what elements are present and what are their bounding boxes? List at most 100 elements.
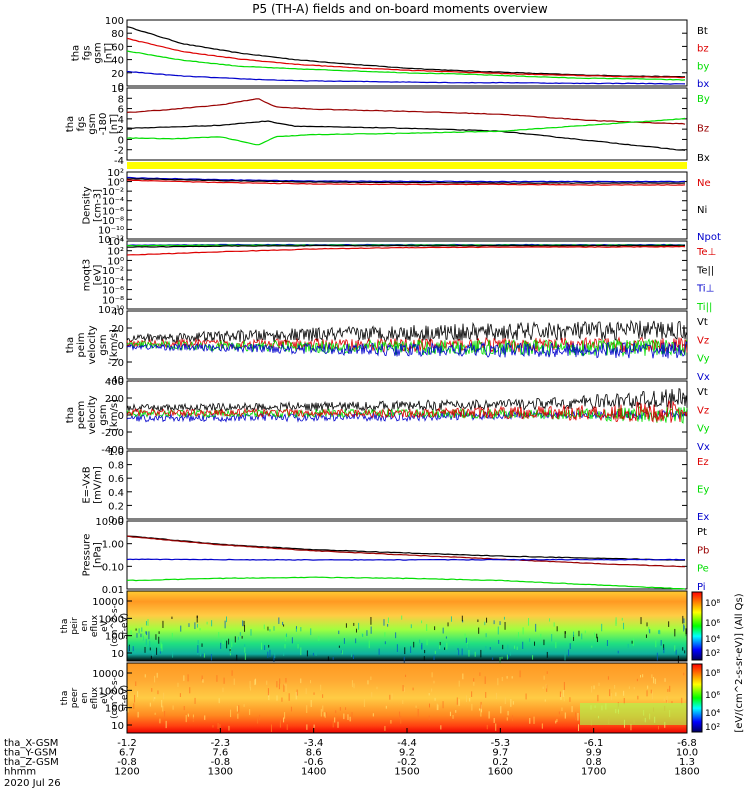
y-axis-label-s2: sr-eV) bbox=[120, 685, 130, 711]
spectrogram-texture-s1 bbox=[627, 643, 629, 648]
spectrogram-texture-s1 bbox=[682, 647, 684, 651]
spectrogram-texture-s1 bbox=[465, 637, 467, 643]
y-tick-label-p7: 0.0 bbox=[108, 515, 124, 526]
spectrogram-texture-s2 bbox=[144, 674, 146, 678]
spectrogram-texture-s2 bbox=[647, 685, 649, 689]
spectrogram-texture-s1 bbox=[426, 624, 428, 631]
spectrogram-texture-s1 bbox=[516, 646, 518, 650]
spectrogram-texture-s2 bbox=[598, 682, 600, 686]
spectrogram-texture-s2 bbox=[525, 693, 527, 700]
spectrogram-texture-s1 bbox=[534, 641, 536, 646]
spectrogram-texture-s2 bbox=[257, 716, 259, 724]
legend-entry-p7: Ex bbox=[697, 512, 709, 523]
spectrogram-texture-s2 bbox=[458, 699, 460, 706]
spectrogram-texture-s1 bbox=[250, 629, 252, 636]
spectrogram-texture-s1 bbox=[353, 622, 355, 626]
legend-entry-p1: bx bbox=[697, 79, 709, 90]
legend-entry-p4: Te|| bbox=[696, 265, 714, 276]
ephemeris-value: 1400 bbox=[301, 767, 326, 778]
spectrogram-texture-s1 bbox=[446, 642, 448, 650]
spectrogram-texture-s1 bbox=[499, 621, 501, 625]
spectrogram-texture-s1 bbox=[128, 646, 130, 653]
y-axis-label-p2: -180 bbox=[98, 113, 109, 136]
spectrogram-texture-s2 bbox=[347, 714, 349, 720]
spectrogram-texture-s1 bbox=[370, 616, 372, 625]
y-tick-label-p3: 10⁻⁸ bbox=[102, 216, 124, 227]
spectrogram-texture-s2 bbox=[597, 694, 599, 702]
spectrogram-texture-s2 bbox=[162, 705, 164, 712]
spectrogram-texture-s2 bbox=[428, 693, 430, 696]
spectrogram-texture-s1 bbox=[273, 626, 275, 631]
spectrogram-texture-s1 bbox=[387, 623, 389, 627]
spectrogram-texture-s2 bbox=[541, 723, 543, 729]
spectrogram-texture-s1 bbox=[341, 650, 343, 655]
spectrogram-texture-s1 bbox=[147, 619, 149, 626]
spectrogram-texture-s2 bbox=[577, 712, 579, 721]
spectrogram-texture-s2 bbox=[306, 705, 308, 714]
ephemeris-value: -6.8 bbox=[677, 738, 697, 749]
series-line-p2-1 bbox=[127, 120, 686, 151]
y-axis-label-p1: gsm bbox=[93, 42, 104, 63]
spectrogram-texture-s2 bbox=[306, 724, 308, 730]
spectrogram-texture-s2 bbox=[243, 704, 245, 707]
legend-entry-p8: Pi bbox=[697, 582, 706, 593]
spectrogram-texture-s2 bbox=[558, 711, 560, 715]
spectrogram-texture-s2 bbox=[479, 672, 481, 676]
spectrogram-texture-s2 bbox=[351, 712, 353, 720]
series-line-p6-1 bbox=[126, 409, 688, 423]
y-tick-label-p1: 100 bbox=[105, 16, 124, 27]
y-tick-label-p8: 0.01 bbox=[102, 585, 124, 596]
legend-entry-p5: Vx bbox=[697, 372, 710, 383]
spectrogram-texture-s1 bbox=[332, 656, 334, 660]
spectrogram-texture-s2 bbox=[493, 717, 495, 723]
y-tick-label-s1: 100 bbox=[105, 632, 124, 643]
spectrogram-texture-s1 bbox=[286, 633, 288, 638]
spectrogram-texture-s1 bbox=[499, 657, 501, 663]
y-tick-label-p5: 20 bbox=[111, 324, 124, 335]
spectrogram-texture-s2 bbox=[376, 686, 378, 690]
spectrogram-texture-s2 bbox=[228, 725, 230, 731]
y-tick-label-p1: 80 bbox=[111, 29, 124, 40]
spectrogram-texture-s1 bbox=[434, 650, 436, 654]
spectrogram-texture-s1 bbox=[244, 653, 246, 660]
spectrogram-texture-s1 bbox=[149, 640, 151, 648]
y-axis-label-p7: E=-VxB bbox=[82, 466, 93, 503]
spectrogram-texture-s1 bbox=[226, 640, 228, 649]
spectrogram-texture-s1 bbox=[267, 651, 269, 658]
spectrogram-texture-s1 bbox=[327, 656, 329, 662]
series-line-p1-1 bbox=[126, 37, 686, 79]
spectrogram-texture-s2 bbox=[363, 699, 365, 707]
spectrogram-texture-s1 bbox=[244, 647, 246, 653]
y-tick-label-p8: 0.10 bbox=[102, 562, 124, 573]
spectrogram-texture-s1 bbox=[596, 633, 598, 639]
spectrogram-texture-s2 bbox=[506, 717, 508, 721]
spectrogram-texture-s1 bbox=[498, 639, 500, 644]
y-tick-label-p5: 0 bbox=[118, 341, 124, 352]
spectrogram-texture-s2 bbox=[391, 693, 393, 700]
spectrogram-texture-s1 bbox=[144, 646, 146, 653]
spectrogram-texture-s1 bbox=[196, 615, 198, 619]
spectrogram-texture-s2 bbox=[399, 711, 401, 720]
spectrogram-texture-s2 bbox=[255, 678, 257, 685]
spectrogram-texture-s1 bbox=[660, 640, 662, 646]
spectrogram-texture-s1 bbox=[350, 653, 352, 657]
spectrogram-texture-s2 bbox=[165, 720, 167, 729]
ephemeris-value: -0.2 bbox=[397, 757, 417, 768]
spectrogram-texture-s1 bbox=[685, 634, 687, 641]
spectrogram-texture-s2 bbox=[325, 712, 327, 718]
colorbar-upper bbox=[691, 591, 703, 661]
spectrogram-texture-s2 bbox=[456, 697, 458, 705]
spectrogram-texture-s2 bbox=[230, 709, 232, 718]
y-tick-label-p6: 400 bbox=[105, 377, 124, 388]
spectrogram-texture-s1 bbox=[315, 651, 317, 656]
spectrogram-texture-s2 bbox=[497, 678, 499, 686]
spectrogram-texture-s1 bbox=[655, 640, 657, 648]
spectrogram-texture-s2 bbox=[636, 678, 638, 682]
legend-entry-p2: By bbox=[697, 94, 710, 105]
spectrogram-texture-s1 bbox=[419, 639, 421, 644]
spectrogram-texture-s2 bbox=[285, 677, 287, 683]
spectrogram-texture-s2 bbox=[458, 680, 460, 687]
spectrogram-texture-s2 bbox=[349, 716, 351, 722]
spectrogram-texture-s1 bbox=[171, 632, 173, 639]
spectrogram-texture-s1 bbox=[218, 632, 220, 638]
